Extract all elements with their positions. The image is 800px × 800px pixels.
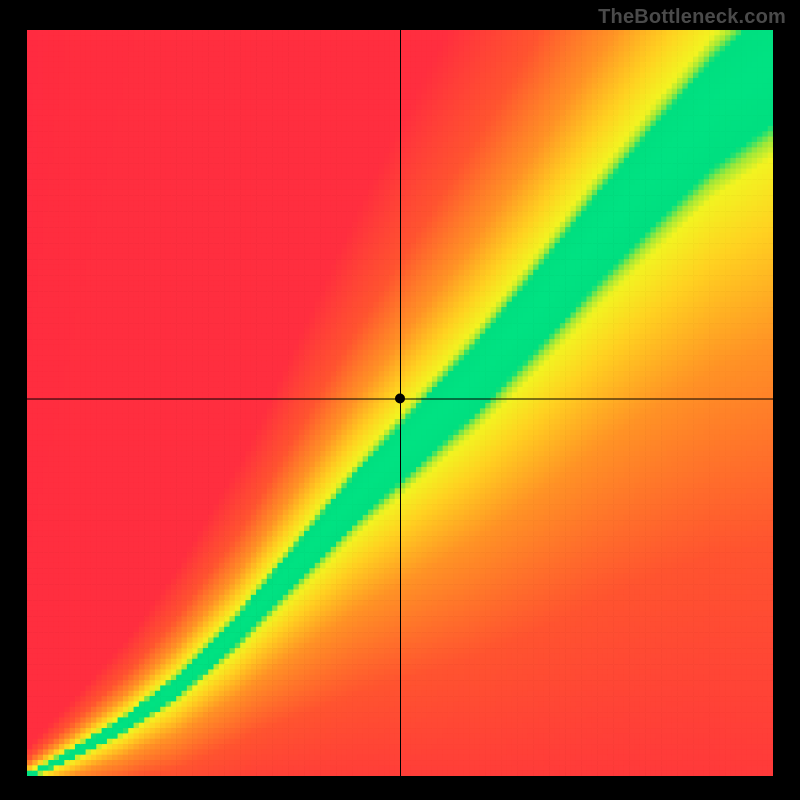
bottleneck-heatmap [27, 30, 773, 776]
watermark-text: TheBottleneck.com [598, 6, 786, 29]
heatmap-canvas [27, 30, 773, 776]
chart-container: TheBottleneck.com [0, 0, 800, 800]
